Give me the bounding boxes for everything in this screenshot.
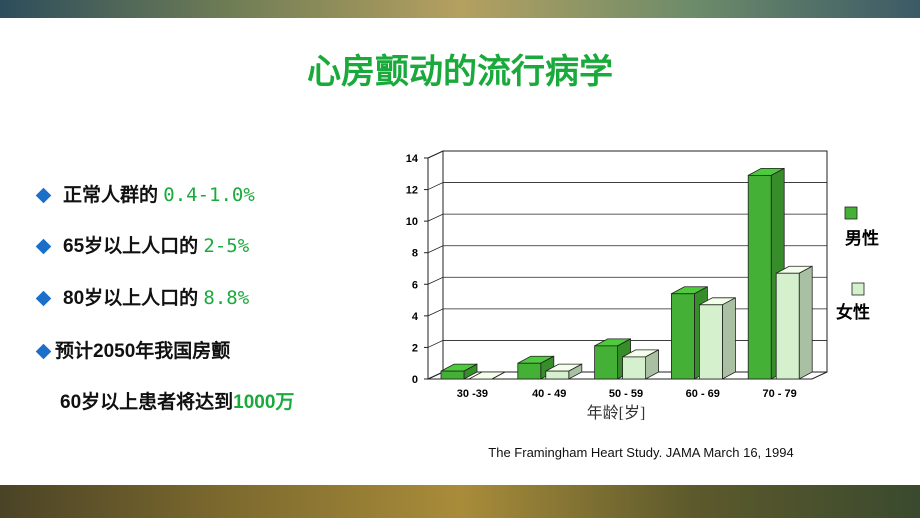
bar-front <box>699 304 723 380</box>
side-wall <box>427 150 444 380</box>
x-tick-label: 60 - 69 <box>686 388 720 400</box>
bar-front <box>517 362 542 380</box>
bullet-text: 预计2050年我国房颤 <box>55 341 231 362</box>
x-tick-label: 30 -39 <box>457 388 488 400</box>
bullet: 预计2050年我国房颤 <box>35 336 231 363</box>
y-tick-label: 6 <box>412 279 418 291</box>
bar-front <box>622 356 646 380</box>
y-tick-label: 2 <box>412 342 418 354</box>
bar-front <box>440 370 465 380</box>
source: The Framingham Heart Study. JAMA March 1… <box>488 445 793 460</box>
y-tick-label: 14 <box>406 153 419 165</box>
bottom-band <box>0 485 920 518</box>
y-tick-label: 10 <box>406 216 418 228</box>
bar <box>622 349 659 380</box>
highlight: 0.4-1.0% <box>163 184 255 206</box>
bar-side <box>722 297 736 380</box>
bar-side <box>491 371 506 380</box>
bullet-cont: 60岁以上患者将达到1000万 <box>60 387 294 414</box>
bar-front <box>545 370 570 380</box>
bullet-text: 正常人群的 <box>63 185 159 206</box>
grid-line <box>427 213 827 222</box>
y-tick-label: 8 <box>412 248 418 260</box>
bullet: 80岁以上人口的 8.8% <box>35 283 250 310</box>
x-axis-label: 年龄[岁] <box>587 404 646 422</box>
bullet-text: 80岁以上人口的 <box>63 288 199 309</box>
y-tick-label: 0 <box>412 374 418 386</box>
grid-line <box>427 245 827 254</box>
bar <box>545 363 583 380</box>
bar <box>440 363 478 380</box>
legend-swatch <box>844 206 858 220</box>
legend-label: 女性 <box>836 302 870 322</box>
x-tick-label: 40 - 49 <box>532 388 566 400</box>
bullet-text: 60岁以上患者将达到 <box>60 392 234 413</box>
highlight: 1000万 <box>233 392 295 413</box>
x-tick-label: 50 - 59 <box>609 388 643 400</box>
slide-title: 心房颤动的流行病学 <box>307 53 613 91</box>
legend-label: 男性 <box>845 228 879 248</box>
bar <box>747 167 785 380</box>
highlight: 2-5% <box>203 235 250 257</box>
y-tick-label: 4 <box>412 311 419 323</box>
grid-line <box>427 182 827 190</box>
x-tick-label: 70 - 79 <box>762 388 796 400</box>
bar-front <box>594 345 618 380</box>
bar-front <box>775 272 800 380</box>
bar-side <box>798 265 813 380</box>
grid-line <box>427 150 827 159</box>
y-tick-label: 12 <box>406 185 418 197</box>
bar <box>468 371 506 380</box>
bullet: 正常人群的 0.4-1.0% <box>35 180 255 207</box>
bullet-text: 65岁以上人口的 <box>63 236 199 257</box>
bar <box>699 297 736 380</box>
bar-front <box>671 293 695 380</box>
highlight: 8.8% <box>203 287 250 309</box>
legend-swatch <box>851 282 865 296</box>
bullet: 65岁以上人口的 2-5% <box>35 231 250 258</box>
top-band <box>0 0 920 18</box>
bar-front <box>747 174 772 380</box>
bar <box>775 265 813 380</box>
grid-line <box>427 276 827 285</box>
